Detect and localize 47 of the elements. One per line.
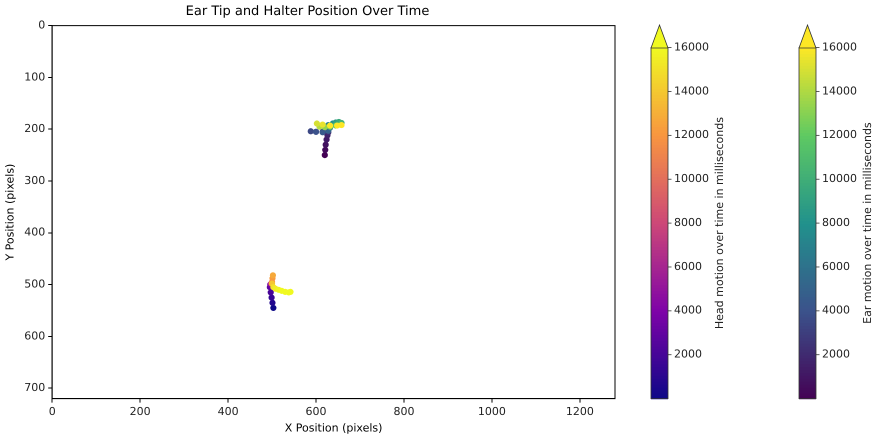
color-bar-label: 4000 <box>674 304 702 317</box>
point <box>269 300 276 306</box>
point <box>322 142 329 148</box>
chart-title: Ear Tip and Halter Position Over Time <box>186 4 430 20</box>
x-tick-label: 600 <box>306 405 327 418</box>
point <box>322 146 328 154</box>
color-bar-label: 4000 <box>822 304 850 317</box>
y-tick-label: 700 <box>24 381 46 394</box>
y-tick-label: 500 <box>24 277 46 290</box>
x-tick-label: 1000 <box>478 405 506 418</box>
y-tick-label: 400 <box>24 226 46 239</box>
color-bar-label: 16000 <box>674 40 709 54</box>
color-bar-label: 2000 <box>674 348 702 361</box>
color-bar-label: 14000 <box>822 84 857 98</box>
point <box>270 272 276 278</box>
point <box>320 121 326 128</box>
x-tick-label: 800 <box>393 405 414 418</box>
color-bar-title: Head motion over time in milliseconds <box>712 116 726 330</box>
point <box>268 294 275 301</box>
color-bar-label: 16000 <box>822 40 857 54</box>
color-bar-title: Ear motion over time in milliseconds <box>860 122 874 324</box>
y-tick-label: 100 <box>24 70 46 84</box>
point <box>314 120 320 127</box>
point <box>270 304 276 312</box>
y-tick-label: 600 <box>24 329 46 342</box>
color-bar-label: 12000 <box>822 128 857 142</box>
x-tick-label: 200 <box>130 405 151 418</box>
color-bar-label: 10000 <box>674 172 709 186</box>
color-bar-label: 6000 <box>822 260 850 273</box>
point <box>268 289 274 296</box>
color-bar-label: 6000 <box>674 260 702 273</box>
color-bar-label: 10000 <box>822 172 857 186</box>
x-tick-label: 1200 <box>566 405 594 418</box>
point <box>308 128 314 134</box>
color-bar-label: 8000 <box>674 216 702 229</box>
color-bar-label: 2000 <box>822 348 850 361</box>
x-tick-label: 0 <box>48 405 56 418</box>
point <box>322 152 328 158</box>
y-tick-label: 300 <box>24 174 46 187</box>
y-tick-label: 200 <box>24 122 46 136</box>
color-bar-label: 14000 <box>674 84 709 98</box>
y-axis-title: Y Position (pixels) <box>3 164 16 262</box>
color-bar-label: 12000 <box>674 128 709 142</box>
x-tick-label: 400 <box>218 405 239 418</box>
y-tick-label: 0 <box>38 18 46 32</box>
color-bar-label: 8000 <box>822 216 850 229</box>
x-axis-title: X Position (pixels) <box>284 421 382 434</box>
